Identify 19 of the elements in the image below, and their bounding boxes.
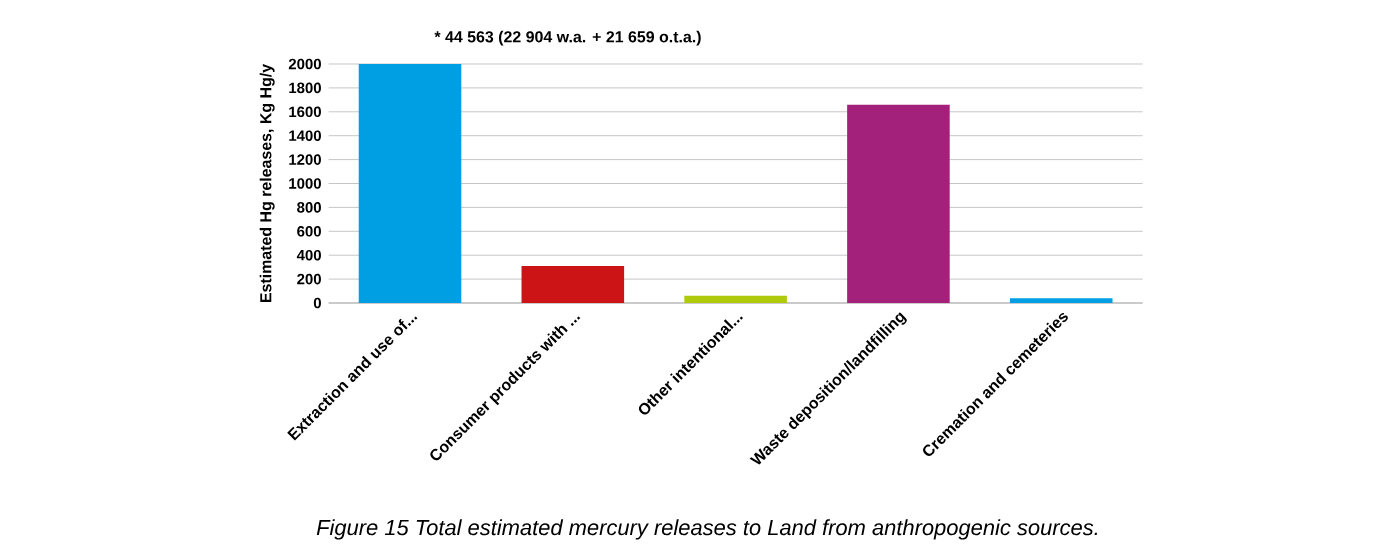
- bar: [1009, 298, 1113, 303]
- y-tick-label: 1400: [289, 130, 321, 141]
- y-tick-label: 1600: [289, 106, 321, 118]
- caption: Figure 15 Total estimated mercury releases to Land from anthropogenic sources.: [316, 519, 1098, 540]
- y-tick-label: 200: [297, 273, 321, 285]
- y-tick-label: 600: [297, 226, 321, 237]
- y-tick-label: 800: [297, 202, 321, 213]
- y-tick-label: 1000: [289, 178, 321, 189]
- bar: [358, 64, 462, 303]
- y-tick-label: 400: [296, 249, 321, 261]
- y-tick-label: 0: [313, 297, 321, 309]
- text: * 44 563 (22 904 w.a. + 21 659 o.t.a.): [434, 30, 701, 46]
- bar: [684, 295, 787, 303]
- bar: [521, 265, 625, 303]
- bar: [847, 104, 950, 303]
- y-tick-label: 1200: [289, 154, 321, 165]
- y-tick-label: 2000: [288, 58, 321, 70]
- y-tick-label: 1800: [289, 82, 321, 94]
- y-axis-title: Estimated Hg releases, Kg Hg/y: [259, 64, 275, 303]
